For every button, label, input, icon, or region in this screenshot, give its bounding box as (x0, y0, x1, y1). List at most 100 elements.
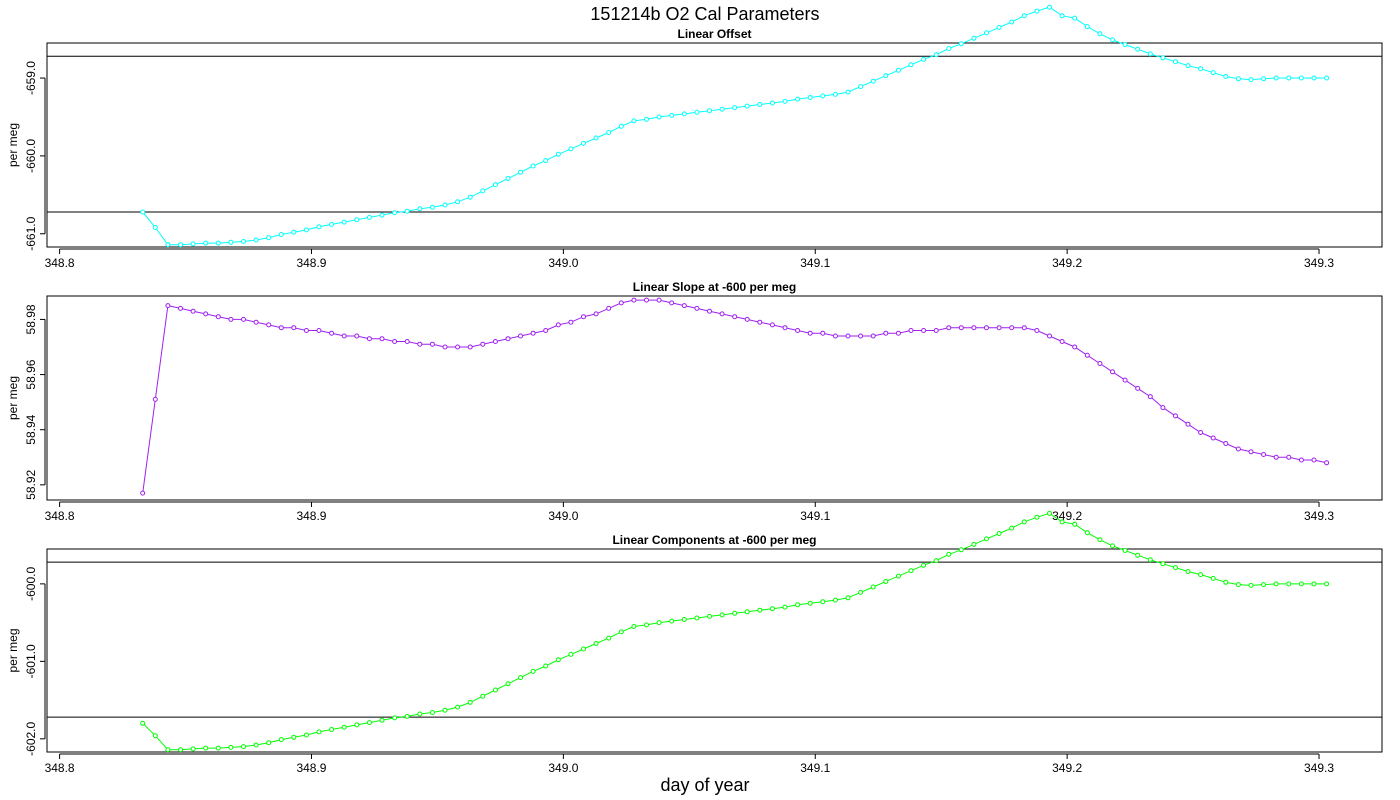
data-point (1173, 59, 1178, 65)
x-tick-label: 349.1 (800, 256, 830, 270)
x-tick-label: 349.2 (1052, 509, 1082, 523)
data-point (1097, 361, 1103, 366)
data-point (555, 322, 561, 328)
data-point (1185, 421, 1191, 427)
data-point (354, 722, 360, 728)
data-point (984, 536, 989, 542)
data-point (1261, 452, 1267, 457)
data-point (366, 214, 372, 220)
data-point (140, 720, 146, 726)
data-point (228, 316, 234, 322)
data-point (921, 562, 927, 568)
data-point (278, 737, 284, 743)
data-point (228, 239, 234, 245)
data-point (933, 558, 939, 564)
data-point (769, 100, 775, 106)
data-point (618, 629, 624, 635)
data-point (455, 344, 461, 350)
x-tick-label: 349.0 (548, 509, 578, 523)
data-point (366, 720, 372, 726)
data-point (404, 339, 410, 344)
data-point (656, 297, 662, 303)
data-point (152, 396, 158, 402)
data-point (1034, 514, 1040, 520)
data-point (832, 91, 838, 97)
data-point (215, 240, 221, 246)
data-point (1097, 31, 1103, 37)
data-point (190, 308, 196, 314)
data-point (631, 624, 637, 629)
data-point (1223, 441, 1229, 446)
x-tick-label: 348.8 (45, 256, 75, 270)
data-point (518, 333, 523, 339)
data-point (1273, 75, 1279, 81)
data-point (203, 240, 209, 246)
data-point (1009, 325, 1015, 331)
y-tick-label: 58.96 (24, 359, 38, 389)
data-point (656, 114, 662, 120)
data-point (316, 328, 322, 333)
data-point (303, 227, 309, 233)
data-point (958, 547, 964, 553)
data-point (744, 103, 750, 109)
data-point (152, 225, 158, 230)
data-point (543, 158, 549, 164)
data-point (291, 229, 297, 235)
data-point (1198, 66, 1204, 72)
data-point (530, 163, 536, 169)
data-point (518, 675, 523, 681)
data-point (732, 105, 738, 111)
data-point (1235, 76, 1241, 82)
x-tick-label: 349.2 (1052, 761, 1082, 775)
data-point (455, 704, 461, 710)
data-point (1021, 519, 1027, 525)
data-point (1223, 74, 1229, 79)
data-point (669, 618, 675, 624)
data-point (1311, 581, 1317, 587)
y-tick-label: 58.94 (24, 414, 38, 444)
data-point (467, 194, 473, 200)
y-tick-label: -601.0 (24, 644, 38, 678)
data-point (266, 322, 272, 328)
data-point (1160, 561, 1166, 567)
data-point (820, 93, 826, 99)
data-point (845, 333, 851, 339)
data-point (341, 333, 347, 339)
x-tick-label: 349.0 (548, 256, 578, 270)
data-point (178, 747, 183, 753)
data-point (215, 745, 221, 751)
data-point (1261, 582, 1267, 588)
data-point (908, 328, 914, 333)
data-point (442, 707, 448, 713)
panel-title: Linear Offset (677, 27, 751, 41)
data-point (555, 657, 561, 663)
data-point (505, 176, 511, 181)
data-point (266, 235, 272, 241)
data-point (1135, 552, 1141, 558)
data-point (606, 305, 612, 311)
data-point (140, 490, 146, 496)
data-point (480, 188, 486, 194)
data-point (165, 747, 171, 753)
data-point (1286, 454, 1292, 460)
data-point (744, 316, 750, 322)
data-point (1147, 557, 1153, 563)
data-point (933, 328, 939, 333)
data-point (505, 681, 511, 687)
data-point (1110, 543, 1115, 549)
data-point (1198, 572, 1204, 578)
figure-xlabel: day of year (660, 775, 749, 795)
data-point (858, 84, 864, 90)
data-point (807, 95, 813, 100)
data-point (1324, 460, 1330, 466)
data-point (681, 303, 687, 309)
data-point (1298, 581, 1304, 587)
data-point (291, 325, 297, 331)
panel-3: Linear Components at -600 per meg 348.8 34… (6, 510, 1383, 775)
data-point (568, 319, 574, 325)
data-point (895, 573, 901, 579)
data-point (744, 609, 750, 615)
data-point (518, 169, 523, 175)
data-point (1059, 339, 1065, 344)
data-point (631, 297, 637, 303)
